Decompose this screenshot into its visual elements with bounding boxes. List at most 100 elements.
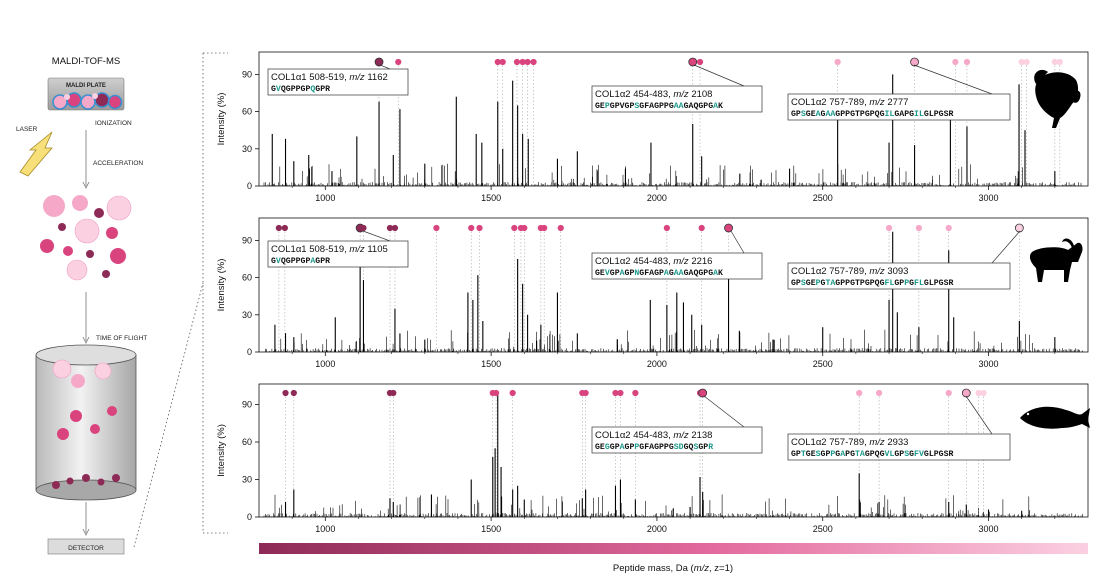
y-tick-label: 0 [247,512,252,522]
y-tick-label: 0 [247,347,252,357]
peptide-title: COL1α1 508-519, m/z 1162 [271,72,388,83]
mass-gradient-bar [259,543,1088,554]
peak-marker [391,224,399,232]
flight-tube [35,344,137,501]
x-tick-label: 3000 [979,193,999,203]
y-axis-label: Intensity (%) [216,424,227,477]
x-tick-label: 2000 [647,193,667,203]
x-tick-label: 2500 [813,524,833,534]
peak-marker [915,224,922,232]
goat-horn [1062,238,1074,248]
x-tick-label: 1500 [481,524,501,534]
peak-marker [494,58,501,66]
time-of-flight-label: TIME OF FLIGHT [96,335,147,342]
plate-sample-spots [52,92,123,110]
peptide-sequence: GPTGESGPPGAPGTAGPQGVLGPSGFVGLPGSR [791,450,954,459]
highlight-peak-marker [698,388,708,398]
peak-marker [386,224,394,232]
peak-marker [282,389,289,397]
peak-marker [390,389,397,397]
peak-marker [975,389,982,397]
peak-marker [524,58,531,66]
peak-marker [511,224,518,232]
peptide-title: COL1α2 757-789, m/z 3093 [791,266,908,277]
y-tick-label: 30 [242,310,252,320]
maldi-title: MALDI-TOF-MS [52,56,120,67]
highlight-peak-marker [961,388,971,398]
y-tick-label: 60 [242,107,252,117]
goat-silhouette [1029,238,1083,282]
y-tick-label: 60 [242,273,252,283]
peak-marker [945,389,952,397]
highlight-peak-marker [688,57,698,67]
turkey-silhouette [1034,69,1081,128]
peak-marker [281,224,288,232]
peak-marker [519,58,526,66]
peak-marker [698,224,705,232]
label-connector [362,230,391,242]
x-tick-label: 2000 [647,359,667,369]
x-tick-label: 2000 [647,524,667,534]
x-tick-label: 1000 [315,193,335,203]
peak-marker [395,58,402,66]
label-connector [703,395,745,428]
spectrum-noise [263,163,1083,186]
peptide-title: COL1α2 454-483, m/z 2108 [595,89,712,100]
ionization-label: IONIZATION [95,120,132,127]
spectrum-panel-2: 1000 1500 2000 2500 3000 0 30 60 90 Intensity (%)… [216,217,1089,369]
peptide-sequence: GEVGPAGPNGFAGPAGAAGAQGPGAK [595,269,723,278]
spectrum-noise [263,494,1083,517]
y-tick-label: 90 [242,69,252,79]
spectrum-noise [263,329,1083,352]
x-tick-label: 1500 [481,193,501,203]
peak-marker [468,224,475,232]
fish-body [1020,406,1090,429]
peak-marker [696,58,704,66]
x-tick-label: 3000 [979,524,999,534]
turkey-tail [1034,69,1048,84]
peptide-label-box [267,240,409,268]
ion-cloud [40,195,132,281]
x-tick-label: 1000 [315,524,335,534]
peptide-label-box [591,85,763,113]
y-tick-label: 60 [242,437,252,447]
peptide-sequence: GVQGPPGPQGPR [271,85,330,94]
y-tick-label: 30 [242,144,252,154]
peptide-label-box [787,93,1011,121]
peptide-title: COL1α2 757-789, m/z 2933 [791,437,908,448]
highlight-peak-marker [374,57,384,67]
peptide-label-box [591,426,763,454]
label-connector [379,64,391,70]
peak-marker [875,389,883,397]
peptide-title: COL1α2 454-483, m/z 2138 [595,430,712,441]
laser-label: LASER [16,126,38,133]
peak-marker [492,389,500,397]
y-axis-label: Intensity (%) [216,93,227,146]
peptide-sequence: GEGGPAGPPGFAGPPGSDGQSGPR [595,443,713,452]
peptide-sequence: GEPGPVGPSGFAGPPGAAGAQGPGAK [595,102,723,111]
peak-marker [1018,58,1025,66]
peptide-label-box [787,433,1011,461]
label-connector [913,64,993,95]
peak-marker [476,224,483,232]
peak-marker [856,389,863,397]
y-tick-label: 90 [242,235,252,245]
peptide-title: COL1α1 508-519, m/z 1105 [271,244,388,255]
peptide-label-box [267,68,409,96]
detector-box [47,538,125,555]
peptide-label-box [787,262,1011,290]
laser-bolt-icon [19,131,53,177]
x-axis-label: Peptide mass, Da (m/z, z=1) [613,563,733,574]
peak-marker [980,389,987,397]
peptide-label-box [591,252,763,280]
peptide-sequence: GVQGPPGPAGPR [271,257,330,266]
peak-marker [275,224,282,232]
peak-marker [617,389,624,397]
maldi-plate-label: MALDI PLATE [66,83,106,89]
peak-marker [360,224,367,232]
peak-marker [541,224,548,232]
peak-marker [521,224,528,232]
peak-marker [663,224,670,232]
peak-marker [509,389,516,397]
